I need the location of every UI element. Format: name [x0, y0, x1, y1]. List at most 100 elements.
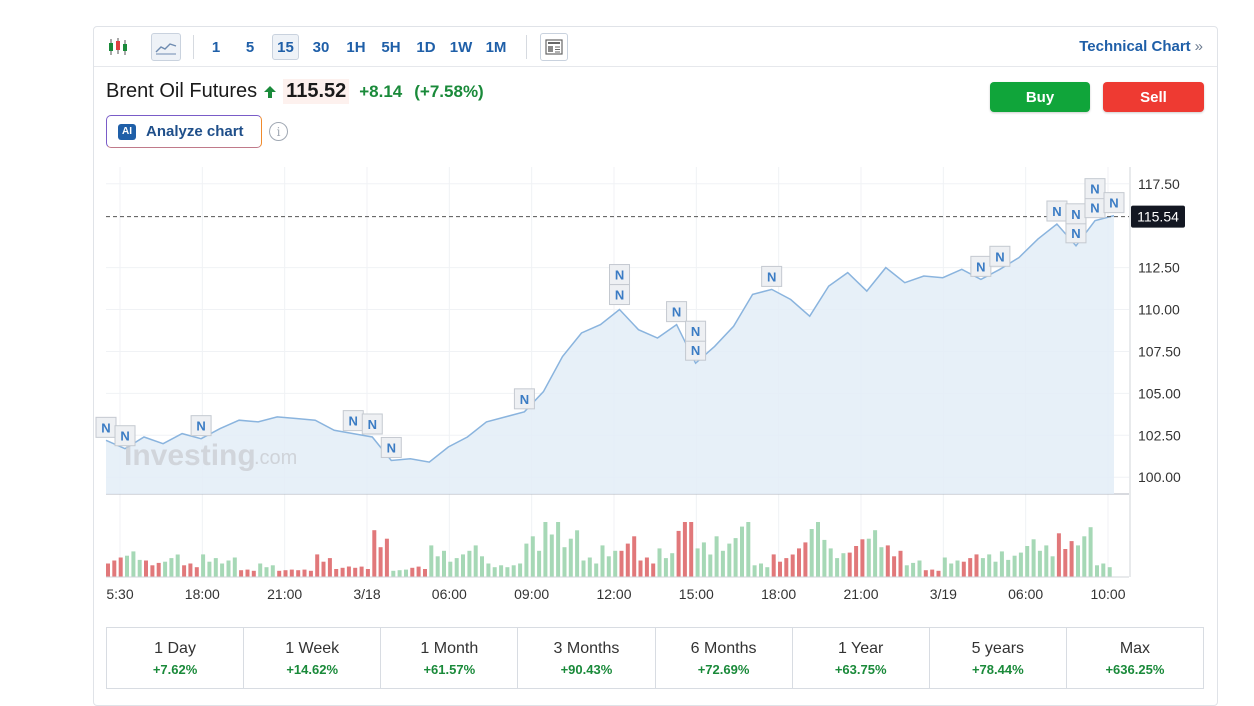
volume-bar: [416, 566, 421, 577]
analyze-chart-button[interactable]: AI Analyze chart: [106, 115, 262, 148]
volume-bar: [182, 565, 187, 577]
info-icon[interactable]: i: [269, 122, 288, 141]
volume-bar: [340, 567, 345, 577]
period-1-year[interactable]: 1 Year +63.75%: [793, 628, 930, 688]
volume-bar: [384, 538, 389, 577]
period-1-week[interactable]: 1 Week +14.62%: [244, 628, 382, 688]
volume-bar: [499, 565, 504, 577]
area-chart-icon[interactable]: [151, 33, 181, 61]
volume-bar: [378, 547, 383, 577]
news-marker-box: [114, 425, 136, 447]
volume-bar: [828, 548, 833, 577]
volume-bar: [885, 545, 890, 577]
timeframe-5h[interactable]: 5H: [381, 38, 401, 56]
timeframe-30[interactable]: 30: [312, 38, 330, 56]
volume-bar: [112, 560, 117, 577]
sell-button[interactable]: Sell: [1103, 82, 1204, 112]
volume-bar: [194, 567, 199, 577]
chevron-right-icon: »: [1194, 38, 1203, 55]
news-marker-label: N: [976, 259, 985, 274]
y-tick-label: 100.00: [1138, 469, 1181, 485]
period-max[interactable]: Max +636.25%: [1067, 628, 1203, 688]
period-label: 6 Months: [690, 639, 757, 657]
volume-bar: [365, 569, 370, 577]
volume-bar: [264, 567, 269, 577]
toolbar-divider: [526, 35, 527, 59]
news-marker-label: N: [691, 343, 700, 358]
volume-bar: [315, 554, 320, 577]
volume-bar: [816, 522, 820, 577]
last-price: 115.52: [283, 79, 350, 104]
volume-bar: [746, 522, 751, 577]
volume-bar: [936, 570, 941, 577]
volume-bar: [1069, 541, 1074, 577]
volume-bar: [543, 522, 548, 577]
technical-chart-link[interactable]: Technical Chart»: [1079, 38, 1203, 55]
volume-bar: [632, 536, 637, 577]
volume-bar: [999, 551, 1004, 577]
x-tick-label: 15:00: [679, 586, 714, 602]
period-6-months[interactable]: 6 Months +72.69%: [656, 628, 793, 688]
volume-bar: [670, 553, 675, 577]
news-marker: N: [1046, 200, 1068, 222]
volume-bar: [733, 538, 738, 577]
buy-button[interactable]: Buy: [990, 82, 1090, 112]
ai-badge-icon: AI: [118, 123, 136, 140]
volume-bar: [619, 550, 624, 577]
volume-bar: [765, 567, 770, 577]
timeframe-15[interactable]: 15: [272, 34, 299, 60]
news-marker-box: [989, 245, 1011, 267]
timeframe-1[interactable]: 1: [211, 38, 221, 56]
price-area-fill: [106, 215, 1114, 494]
price-tag-box: [1131, 205, 1185, 228]
news-marker-box: [685, 320, 707, 342]
timeframe-5[interactable]: 5: [245, 38, 255, 56]
volume-bar: [923, 570, 928, 577]
volume-bar: [1044, 545, 1049, 577]
volume-bar: [740, 526, 744, 577]
volume-bar: [448, 561, 453, 577]
volume-bar: [594, 563, 599, 577]
period-1-month[interactable]: 1 Month +61.57%: [381, 628, 519, 688]
volume-bar: [270, 565, 275, 577]
volume-bar: [682, 522, 687, 577]
news-marker-box: [1103, 192, 1125, 214]
period-5-years[interactable]: 5 years +78.44%: [930, 628, 1067, 688]
volume-bar: [854, 546, 859, 577]
news-marker-label: N: [1090, 182, 1099, 197]
news-marker-box: [761, 265, 783, 287]
volume-bar: [359, 566, 364, 577]
volume-bar: [397, 570, 402, 577]
watermark-logo: Investing: [124, 439, 256, 472]
watermark-suffix: .com: [254, 447, 297, 469]
volume-bar: [689, 522, 694, 577]
candlestick-chart-icon[interactable]: [104, 33, 132, 61]
period-3-months[interactable]: 3 Months +90.43%: [518, 628, 656, 688]
timeframe-1h[interactable]: 1H: [346, 38, 366, 56]
price-change-percent: (+7.58%): [414, 81, 484, 101]
volume-bar: [606, 556, 611, 577]
timeframe-1m[interactable]: 1M: [485, 38, 507, 56]
period-label: 1 Week: [285, 639, 340, 657]
news-marker-box: [190, 415, 212, 437]
news-marker-label: N: [1109, 196, 1118, 211]
timeframe-1w[interactable]: 1W: [449, 38, 473, 56]
volume-bar: [308, 570, 313, 577]
volume-bar: [663, 558, 668, 577]
technical-chart-label: Technical Chart: [1079, 38, 1191, 55]
period-1-day[interactable]: 1 Day +7.62%: [107, 628, 245, 688]
volume-bar: [720, 550, 725, 577]
volume-bar: [1095, 565, 1099, 577]
volume-bar: [188, 563, 193, 577]
volume-bar: [638, 560, 643, 577]
y-axis: 117.50 112.50 110.00 107.50 105.00 102.50 100.…: [1129, 167, 1181, 577]
news-marker: N: [761, 265, 783, 287]
news-marker-label: N: [767, 269, 776, 284]
volume-bar: [613, 550, 618, 577]
timeframe-1d[interactable]: 1D: [416, 38, 436, 56]
volume-bar: [327, 558, 332, 577]
volume-bar: [930, 569, 935, 577]
news-layout-icon[interactable]: [540, 33, 568, 61]
